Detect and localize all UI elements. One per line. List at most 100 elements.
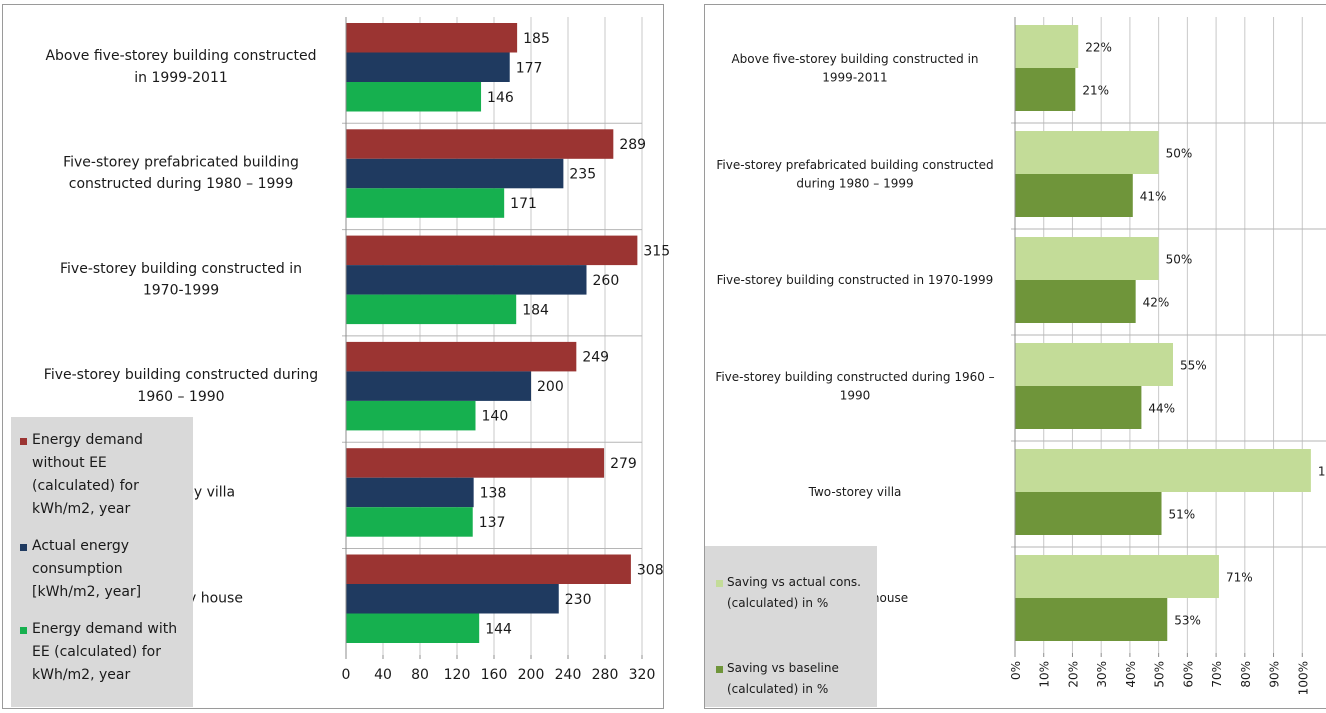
legend-label: kWh/m2, year bbox=[32, 501, 131, 517]
category-label: 1970-1999 bbox=[143, 283, 219, 299]
legend-label: [kWh/m2, year] bbox=[32, 584, 142, 600]
category-label: 1960 – 1990 bbox=[137, 389, 224, 405]
tick-label: 200 bbox=[518, 667, 545, 683]
data-label: 171 bbox=[510, 196, 537, 212]
tick-label: 120 bbox=[444, 667, 471, 683]
data-label: 315 bbox=[643, 243, 670, 259]
bar bbox=[1015, 598, 1168, 641]
tick-label: 0% bbox=[1009, 661, 1023, 680]
tick-label: 10% bbox=[1038, 661, 1052, 688]
bar bbox=[346, 400, 476, 431]
bar bbox=[1015, 449, 1311, 492]
tick-label: 20% bbox=[1066, 661, 1080, 688]
data-label: 184 bbox=[522, 302, 549, 318]
bar bbox=[346, 584, 559, 614]
data-label: 42% bbox=[1143, 296, 1170, 310]
energy-chart-panel: 185 177 146 Above five-storey building cons… bbox=[2, 4, 670, 709]
legend-label: consumption bbox=[32, 561, 123, 577]
bar bbox=[1015, 237, 1159, 280]
bar bbox=[346, 371, 531, 401]
savings-chart-panel: 22% 21% Above five-storey building constru… bbox=[704, 4, 1326, 709]
legend-label: without EE bbox=[32, 455, 107, 471]
bar bbox=[1015, 386, 1142, 429]
bar bbox=[346, 265, 587, 295]
legend-item: Saving vs actual cons. (calculated) in % bbox=[716, 572, 861, 614]
data-label: 260 bbox=[593, 273, 620, 289]
legend-swatch bbox=[20, 627, 27, 634]
data-label: 53% bbox=[1174, 614, 1201, 628]
bar bbox=[1015, 492, 1162, 535]
data-label: 177 bbox=[516, 60, 543, 76]
savings-chart-svg: 22% 21% Above five-storey building constru… bbox=[715, 17, 1326, 695]
bar bbox=[346, 158, 564, 189]
data-label: 235 bbox=[569, 167, 596, 183]
legend-swatch bbox=[20, 438, 27, 445]
legend-item: Energy demand without EE (calculated) for k… bbox=[20, 429, 143, 521]
legend-item: Saving vs baseline (calculated) in % bbox=[716, 658, 839, 700]
category-label: constructed during 1980 – 1999 bbox=[69, 176, 293, 192]
bar bbox=[346, 507, 473, 537]
legend-label: Saving vs baseline bbox=[727, 661, 839, 675]
legend-label: Energy demand bbox=[32, 432, 143, 448]
bar bbox=[1015, 131, 1159, 174]
bar bbox=[1015, 343, 1173, 386]
legend-label: Energy demand with bbox=[32, 621, 178, 637]
legend-label: kWh/m2, year bbox=[32, 667, 131, 683]
bar bbox=[1015, 555, 1219, 598]
data-label: 55% bbox=[1180, 359, 1207, 373]
bar bbox=[1015, 174, 1133, 217]
category-label: Above five-storey building constructed i… bbox=[731, 52, 978, 66]
bar bbox=[1015, 25, 1079, 68]
legend-label: (calculated) for bbox=[32, 478, 139, 494]
category-label: in 1999-2011 bbox=[134, 70, 228, 86]
tick-label: 280 bbox=[592, 667, 619, 683]
data-label: 289 bbox=[619, 137, 646, 153]
category-label: Five-storey building constructed during bbox=[44, 367, 318, 383]
bar bbox=[346, 554, 631, 584]
legend-label: EE (calculated) for bbox=[32, 644, 161, 660]
tick-label: 60% bbox=[1181, 661, 1195, 688]
data-label: 249 bbox=[582, 350, 609, 366]
category-label: Five-storey building constructed in 1970… bbox=[717, 273, 994, 287]
legend-item: Energy demand with EE (calculated) for kWh… bbox=[20, 618, 178, 687]
bar bbox=[346, 23, 518, 53]
data-label: 50% bbox=[1166, 253, 1193, 267]
legend-label: Actual energy bbox=[32, 538, 130, 554]
tick-label: 100% bbox=[1296, 661, 1310, 695]
data-label: 103 bbox=[1318, 465, 1326, 479]
category-label: Five-storey building constructed during … bbox=[715, 370, 994, 384]
tick-label: 40% bbox=[1124, 661, 1138, 688]
data-label: 21% bbox=[1082, 84, 1109, 98]
tick-label: 30% bbox=[1095, 661, 1109, 688]
data-label: 200 bbox=[537, 379, 564, 395]
data-label: 51% bbox=[1169, 508, 1196, 522]
data-label: 230 bbox=[565, 592, 592, 608]
tick-label: 70% bbox=[1210, 661, 1224, 688]
energy-chart-legend: Energy demand without EE (calculated) for k… bbox=[11, 417, 193, 707]
legend-swatch bbox=[716, 580, 723, 587]
tick-label: 80% bbox=[1239, 661, 1253, 688]
data-label: 185 bbox=[523, 31, 550, 47]
tick-label: 160 bbox=[481, 667, 508, 683]
bar bbox=[346, 235, 638, 266]
bar bbox=[346, 129, 614, 159]
bar bbox=[346, 52, 510, 82]
tick-label: 40 bbox=[374, 667, 392, 683]
category-label: 1990 bbox=[840, 389, 871, 403]
data-label: 146 bbox=[487, 90, 514, 106]
tick-label: 80 bbox=[411, 667, 429, 683]
bar bbox=[346, 188, 505, 218]
legend-label: (calculated) in % bbox=[727, 596, 829, 610]
legend-label: Saving vs actual cons. bbox=[727, 575, 861, 589]
category-label: Above five-storey building constructed bbox=[45, 48, 316, 64]
data-label: 138 bbox=[480, 485, 507, 501]
data-label: 22% bbox=[1085, 41, 1112, 55]
bar bbox=[346, 341, 577, 372]
data-label: 44% bbox=[1148, 402, 1175, 416]
tick-label: 320 bbox=[629, 667, 656, 683]
data-label: 41% bbox=[1140, 190, 1167, 204]
legend-item: Actual energy consumption [kWh/m2, year] bbox=[20, 535, 142, 604]
data-label: 50% bbox=[1166, 147, 1193, 161]
data-label: 71% bbox=[1226, 571, 1253, 585]
data-label: 279 bbox=[610, 456, 637, 472]
